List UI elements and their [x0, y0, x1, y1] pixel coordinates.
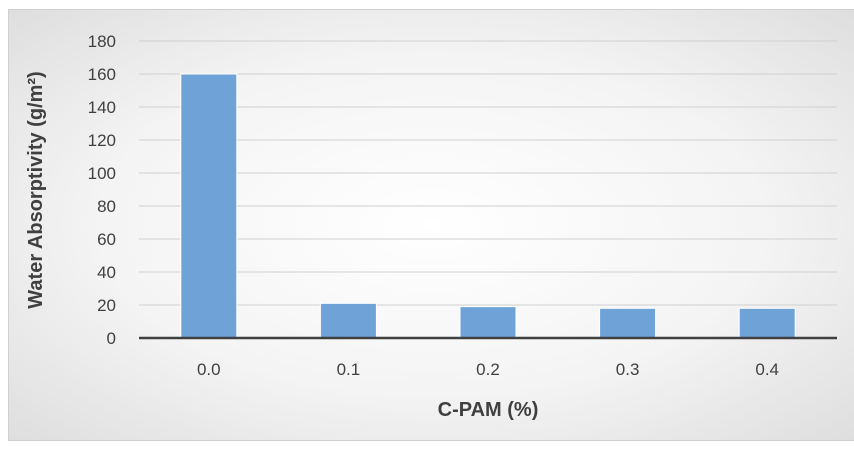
x-tick-label: 0.3 [616, 360, 640, 379]
y-tick-label: 120 [88, 131, 116, 150]
x-axis-title: C-PAM (%) [438, 399, 539, 421]
bar [459, 306, 517, 339]
bar [319, 302, 377, 339]
y-tick-label: 0 [107, 329, 116, 348]
y-tick-label: 140 [88, 98, 116, 117]
y-tick-label: 160 [88, 65, 116, 84]
bar [738, 307, 796, 339]
y-tick-label: 60 [97, 230, 116, 249]
y-tick-label: 180 [88, 32, 116, 51]
y-tick-label: 80 [97, 197, 116, 216]
x-tick-label: 0.4 [755, 360, 779, 379]
bars [180, 73, 796, 339]
y-tick-labels: 0 20 40 60 80 100 120 140 160 180 [88, 32, 116, 348]
y-tick-label: 40 [97, 263, 116, 282]
chart-frame [8, 9, 854, 441]
x-tick-label: 0.0 [197, 360, 221, 379]
x-tick-label: 0.1 [337, 360, 361, 379]
x-tick-label: 0.2 [476, 360, 500, 379]
y-axis-title: Water Absorptivity (g/m²) [25, 71, 47, 308]
x-tick-labels: 0.0 0.1 0.2 0.3 0.4 [197, 360, 779, 379]
gridlines [139, 40, 837, 306]
y-tick-label: 20 [97, 296, 116, 315]
bar [180, 73, 238, 339]
y-tick-label: 100 [88, 164, 116, 183]
bar [599, 307, 657, 339]
